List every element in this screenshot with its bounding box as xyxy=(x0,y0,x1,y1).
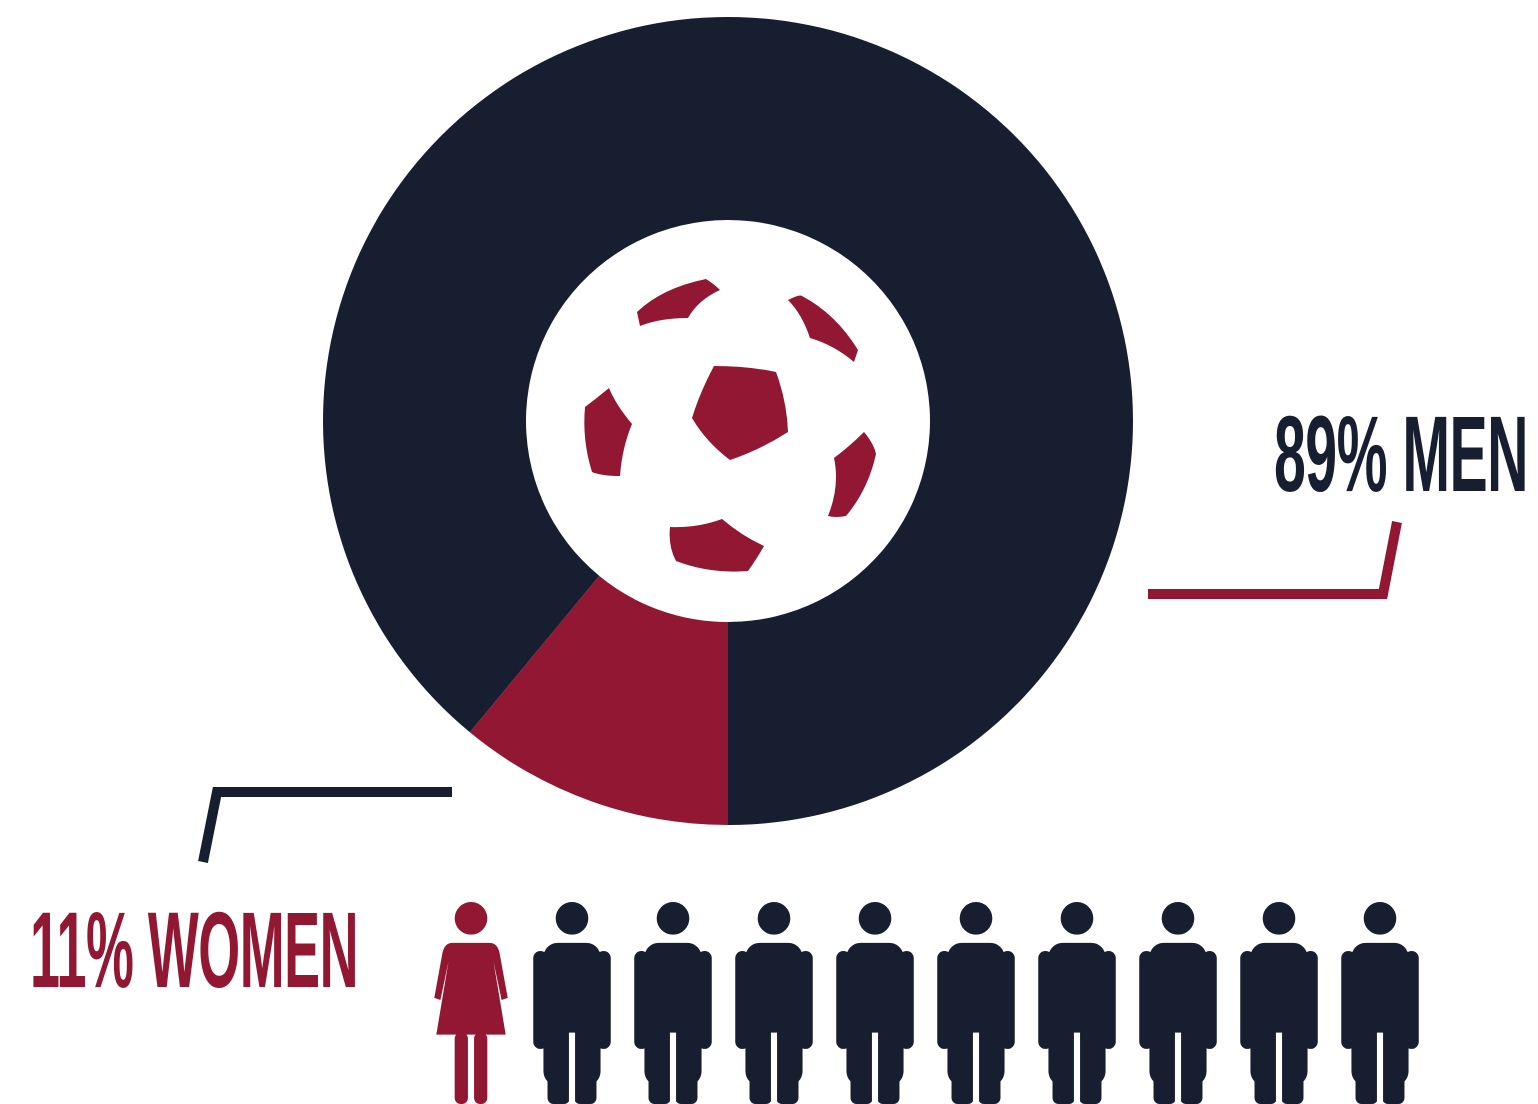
man-icon xyxy=(735,902,813,1104)
man-icon xyxy=(533,902,611,1104)
man-icon xyxy=(1240,902,1318,1104)
pictogram-row xyxy=(434,902,1419,1104)
donut-slice-women xyxy=(469,575,728,825)
women-label: 11% WOMEN xyxy=(30,889,358,1010)
man-icon xyxy=(1038,902,1116,1104)
soccer-ball-icon xyxy=(584,279,876,572)
woman-icon xyxy=(434,902,508,1104)
man-icon xyxy=(937,902,1015,1104)
man-icon xyxy=(836,902,914,1104)
man-icon xyxy=(634,902,712,1104)
donut-slice-men xyxy=(323,16,1133,825)
men-leader-line xyxy=(1148,521,1402,599)
man-icon xyxy=(1139,902,1217,1104)
men-label: 89% MEN xyxy=(1274,393,1528,514)
donut-chart xyxy=(323,16,1133,825)
man-icon xyxy=(1341,902,1419,1104)
women-leader-line xyxy=(198,787,452,863)
